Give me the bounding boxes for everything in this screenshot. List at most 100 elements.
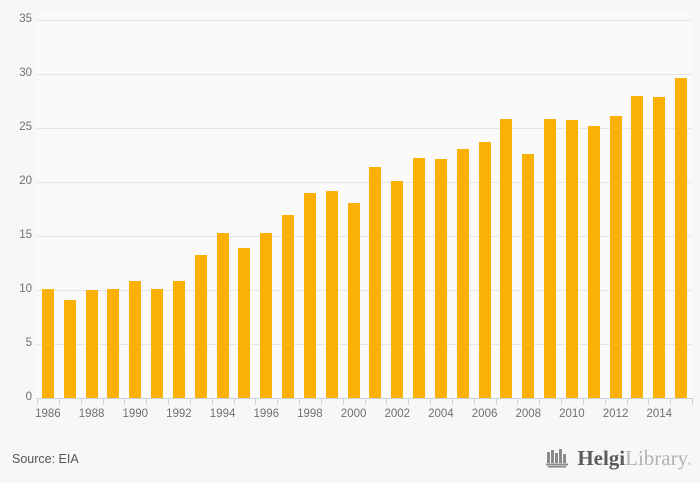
x-axis-tick-label: 2004 bbox=[428, 408, 454, 420]
bar[interactable] bbox=[522, 153, 535, 398]
x-axis-tick-mark bbox=[604, 398, 606, 405]
source-label: Source: EIA bbox=[12, 452, 79, 466]
bar[interactable] bbox=[456, 148, 469, 398]
gridline bbox=[37, 344, 692, 345]
bar[interactable] bbox=[325, 190, 338, 398]
chart-footer: Source: EIA HelgiLibrary. bbox=[0, 430, 700, 483]
x-axis-tick-label: 1986 bbox=[35, 408, 61, 420]
gridline bbox=[37, 20, 692, 21]
bar[interactable] bbox=[675, 78, 688, 398]
x-axis-tick-label: 1990 bbox=[122, 408, 149, 420]
x-axis-tick-label: 2014 bbox=[646, 408, 673, 420]
bar[interactable] bbox=[609, 116, 622, 398]
bars-group bbox=[41, 78, 688, 398]
bar[interactable] bbox=[434, 159, 447, 398]
x-axis-tick-mark bbox=[430, 398, 431, 405]
x-axis-tick-mark bbox=[233, 398, 235, 405]
x-axis-tick-label: 2006 bbox=[471, 408, 498, 420]
bar[interactable] bbox=[478, 142, 491, 398]
brand-helgi-text: Helgi bbox=[577, 446, 626, 470]
x-axis-tick-mark bbox=[342, 398, 344, 405]
bar[interactable] bbox=[41, 288, 54, 398]
gridline bbox=[37, 128, 692, 129]
bar[interactable] bbox=[282, 215, 295, 398]
x-axis-tick-mark bbox=[692, 398, 693, 405]
x-axis-tick-mark bbox=[211, 398, 213, 405]
x-axis-tick-mark bbox=[299, 398, 300, 405]
y-axis-tick-label: 35 bbox=[19, 13, 32, 25]
bar[interactable] bbox=[303, 192, 316, 398]
bar[interactable] bbox=[238, 247, 251, 398]
bar[interactable] bbox=[151, 288, 164, 398]
bar[interactable] bbox=[500, 119, 513, 398]
gridline bbox=[37, 290, 692, 291]
plot-area: 0 5 10 15 20 25 30 35 1986 1988 1990 1992 1994 1996 1… bbox=[19, 13, 693, 420]
x-axis-tick-mark bbox=[626, 398, 628, 405]
bar[interactable] bbox=[413, 158, 426, 398]
x-axis-tick-mark bbox=[408, 398, 410, 405]
x-axis-tick-label: 1998 bbox=[297, 408, 323, 420]
brand-dot: . bbox=[686, 446, 692, 470]
x-axis-tick-label: 2000 bbox=[340, 408, 367, 420]
gridline bbox=[37, 182, 692, 183]
bar[interactable] bbox=[194, 255, 207, 398]
x-axis-tick-mark bbox=[58, 398, 60, 405]
x-axis-tick-label: 2012 bbox=[602, 408, 629, 420]
x-axis-tick-mark bbox=[320, 398, 322, 405]
x-axis-tick-mark bbox=[37, 398, 38, 405]
y-axis-tick-label: 15 bbox=[19, 229, 32, 241]
bar[interactable] bbox=[653, 96, 666, 398]
x-axis-tick-mark bbox=[124, 398, 126, 405]
x-axis-tick-mark bbox=[451, 398, 453, 405]
bar[interactable] bbox=[391, 180, 404, 398]
x-axis-tick-mark bbox=[495, 398, 497, 405]
x-axis-tick-mark bbox=[670, 398, 672, 405]
y-axis-tick-label: 30 bbox=[19, 67, 32, 79]
bar[interactable] bbox=[63, 299, 76, 398]
y-axis-tick-label: 20 bbox=[19, 175, 32, 187]
helgi-library-logo[interactable]: HelgiLibrary. bbox=[545, 446, 692, 471]
x-axis-tick-label: 1996 bbox=[253, 408, 280, 420]
library-books-icon bbox=[545, 448, 571, 470]
x-axis-tick-mark bbox=[582, 398, 584, 405]
x-axis-tick-mark bbox=[539, 398, 541, 405]
bar[interactable] bbox=[369, 166, 382, 398]
y-axis-tick-label: 0 bbox=[25, 391, 32, 403]
x-axis-tick-mark bbox=[473, 398, 475, 405]
bar[interactable] bbox=[129, 281, 142, 398]
x-axis-tick-label: 2008 bbox=[515, 408, 542, 420]
bar[interactable] bbox=[260, 232, 273, 398]
x-axis-tick-mark bbox=[189, 398, 191, 405]
x-axis-tick-mark bbox=[561, 398, 562, 405]
x-axis-tick-label: 2010 bbox=[559, 408, 585, 420]
gridline bbox=[37, 74, 692, 75]
y-axis-tick-label: 10 bbox=[19, 283, 32, 295]
brand-wordmark: HelgiLibrary. bbox=[577, 446, 692, 471]
bar[interactable] bbox=[544, 119, 557, 398]
x-axis-tick-mark bbox=[168, 398, 169, 405]
bar[interactable] bbox=[347, 202, 360, 398]
bar[interactable] bbox=[587, 125, 600, 398]
bar[interactable] bbox=[172, 281, 185, 398]
x-axis-tick-mark bbox=[146, 398, 148, 405]
x-axis-tick-label: 1994 bbox=[209, 408, 236, 420]
bar[interactable] bbox=[107, 288, 120, 398]
y-axis-tick-label: 5 bbox=[25, 337, 32, 349]
plot-background bbox=[37, 14, 692, 399]
x-axis-tick-mark bbox=[648, 398, 650, 405]
x-axis-tick-mark bbox=[80, 398, 82, 405]
x-axis-tick-mark bbox=[364, 398, 366, 405]
x-axis-tick-mark bbox=[386, 398, 388, 405]
bar[interactable] bbox=[565, 120, 578, 398]
y-axis-tick-label: 25 bbox=[19, 121, 32, 133]
bar[interactable] bbox=[85, 290, 98, 398]
x-axis-tick-mark bbox=[517, 398, 519, 405]
bar[interactable] bbox=[631, 95, 644, 398]
x-axis-tick-label: 1992 bbox=[166, 408, 192, 420]
gridline bbox=[37, 236, 692, 237]
x-axis-tick-mark bbox=[102, 398, 104, 405]
brand-library-text: Library bbox=[625, 446, 687, 470]
bar[interactable] bbox=[216, 232, 229, 398]
x-axis-tick-label: 2002 bbox=[384, 408, 411, 420]
x-axis-tick-mark bbox=[277, 398, 279, 405]
